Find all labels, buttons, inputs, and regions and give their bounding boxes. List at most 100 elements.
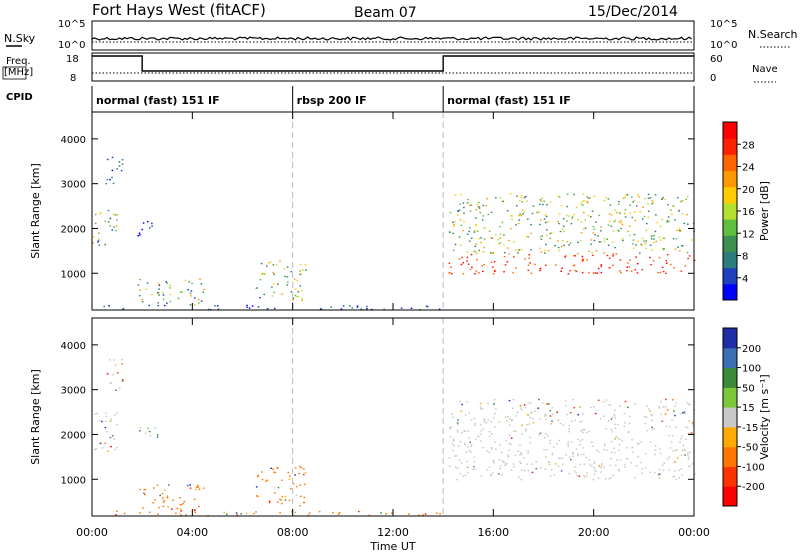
range-gate-cell	[557, 195, 559, 197]
range-gate-cell	[680, 437, 682, 440]
range-gate-cell	[96, 412, 98, 415]
range-gate-cell	[584, 476, 586, 478]
range-gate-cell	[268, 501, 271, 504]
range-gate-cell	[606, 238, 609, 240]
range-gate-cell	[188, 281, 190, 283]
range-gate-cell	[693, 259, 696, 262]
range-gate-cell	[593, 406, 595, 408]
range-gate-cell	[622, 197, 625, 199]
range-gate-cell	[510, 437, 513, 439]
range-gate-cell	[618, 449, 620, 451]
range-gate-cell	[603, 238, 606, 240]
power-colorbar: 28 24 20 16 12 8 4	[722, 121, 755, 301]
range-gate-cell	[506, 420, 508, 422]
range-gate-cell	[646, 405, 649, 407]
range-gate-cell	[603, 415, 605, 417]
range-gate-cell	[587, 197, 590, 199]
range-gate-cell	[342, 305, 345, 307]
range-gate-cell	[251, 305, 254, 307]
range-gate-cell	[619, 459, 622, 461]
range-gate-cell	[157, 283, 160, 285]
range-gate-cell	[172, 499, 174, 501]
range-gate-cell	[510, 469, 513, 471]
range-gate-cell	[149, 227, 151, 229]
range-gate-cell	[681, 200, 684, 202]
colorbar-segment	[723, 387, 737, 408]
range-gate-cell	[684, 449, 686, 452]
range-gate-cell	[557, 246, 560, 249]
range-gate-cell	[671, 434, 674, 437]
x-tick-label: 08:00	[277, 526, 309, 539]
range-gate-cell	[566, 241, 569, 243]
range-gate-cell	[200, 283, 203, 285]
range-gate-cell	[686, 251, 689, 254]
range-gate-cell	[337, 513, 340, 515]
range-gate-cell	[539, 219, 542, 221]
range-gate-cell	[148, 304, 150, 307]
range-gate-cell	[107, 450, 109, 452]
range-gate-cell	[139, 512, 141, 514]
range-gate-cell	[588, 197, 591, 199]
range-gate-cell	[299, 270, 302, 272]
range-gate-cell	[582, 413, 584, 415]
range-gate-cell	[475, 224, 477, 227]
range-gate-cell	[575, 270, 578, 273]
range-gate-cell	[641, 244, 643, 246]
range-gate-cell	[280, 499, 283, 501]
range-gate-cell	[515, 267, 517, 269]
range-gate-cell	[138, 295, 141, 297]
range-gate-cell	[561, 457, 563, 459]
range-gate-cell	[198, 302, 200, 304]
range-gate-cell	[391, 512, 393, 514]
colorbar-tick-label: 24	[742, 163, 755, 174]
range-gate-cell	[203, 288, 205, 291]
range-gate-cell	[474, 217, 477, 219]
range-gate-cell	[463, 221, 465, 223]
range-gate-cell	[561, 240, 564, 242]
range-gate-cell	[641, 472, 643, 474]
range-gate-cell	[583, 453, 585, 456]
range-gate-cell	[658, 236, 661, 239]
range-gate-cell	[460, 193, 462, 196]
colorbar-tick-label: -100	[742, 462, 765, 473]
range-gate-cell	[181, 291, 183, 293]
range-gate-cell	[619, 259, 622, 261]
range-gate-cell	[468, 437, 470, 439]
range-gate-cell	[469, 441, 471, 443]
range-gate-cell	[526, 200, 528, 202]
range-gate-cell	[223, 511, 225, 514]
range-gate-cell	[635, 256, 637, 258]
range-gate-cell	[300, 273, 302, 275]
range-gate-cell	[246, 304, 248, 307]
range-gate-cell	[572, 398, 574, 401]
range-gate-cell	[539, 432, 542, 434]
range-gate-cell	[137, 284, 140, 286]
colorbar-segment	[723, 367, 737, 388]
range-gate-cell	[587, 215, 590, 217]
range-gate-cell	[498, 473, 500, 475]
x-tick-label: 12:00	[377, 526, 409, 539]
range-gate-cell	[614, 209, 616, 211]
range-gate-cell	[603, 252, 605, 254]
range-gate-cell	[567, 443, 569, 446]
range-gate-cell	[550, 468, 553, 471]
range-gate-cell	[527, 218, 529, 220]
range-gate-cell	[595, 250, 598, 252]
range-gate-cell	[290, 488, 292, 490]
range-gate-cell	[281, 495, 284, 498]
range-gate-cell	[495, 408, 497, 410]
range-gate-cell	[541, 402, 544, 404]
range-gate-cell	[109, 436, 112, 439]
range-gate-cell	[475, 223, 478, 226]
range-gate-cell	[653, 428, 655, 430]
range-gate-cell	[508, 442, 510, 445]
range-gate-cell	[528, 257, 530, 259]
colorbar-segment	[723, 138, 737, 155]
range-gate-cell	[529, 262, 531, 264]
colorbar-segment	[723, 283, 737, 301]
range-gate-cell	[495, 448, 497, 450]
range-gate-cell	[688, 255, 691, 257]
nave-tick-low: 0	[710, 73, 716, 84]
range-gate-cell	[111, 156, 114, 159]
range-gate-cell	[169, 300, 172, 303]
